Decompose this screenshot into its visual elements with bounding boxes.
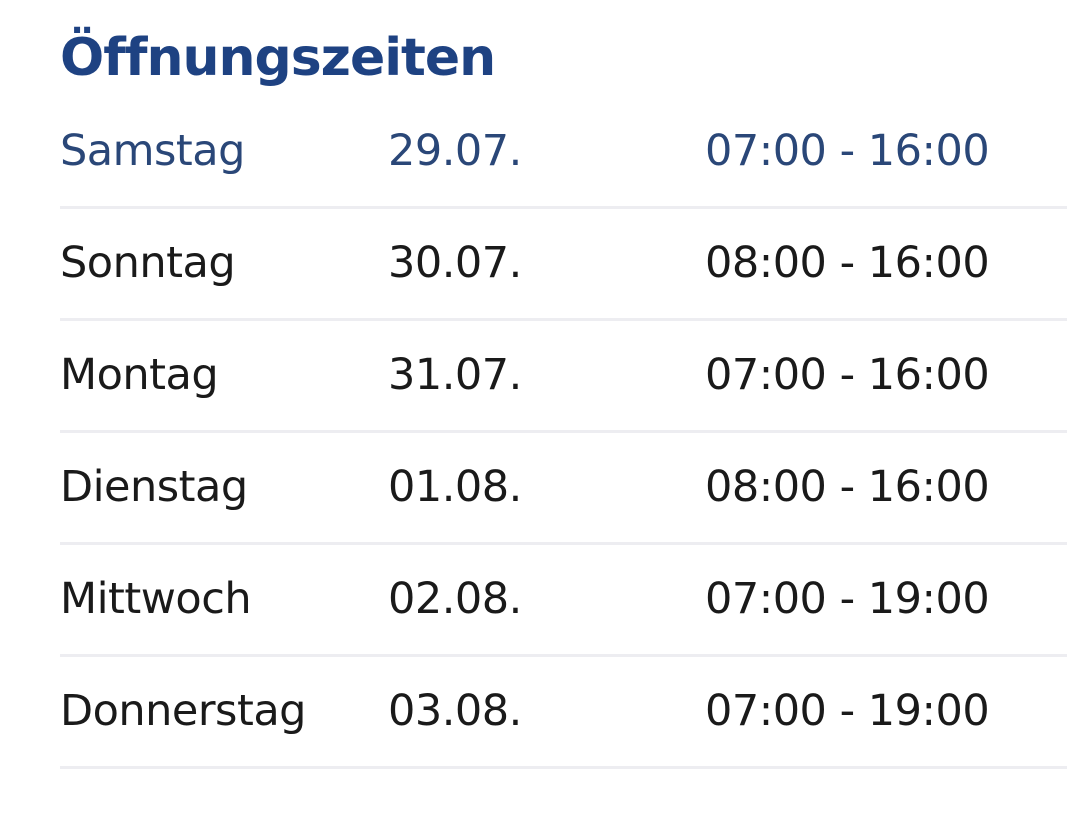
opening-hours-section: Öffnungszeiten Samstag 29.07. 07:00 - 16… [60, 28, 1067, 770]
date-value: 30.07. [388, 238, 522, 289]
day-label: Dienstag [60, 462, 248, 513]
day-label: Donnerstag [60, 686, 306, 737]
date-value: 01.08. [388, 462, 522, 513]
hours-value: 07:00 - 16:00 [705, 126, 990, 177]
day-label: Sonntag [60, 238, 236, 289]
hours-value: 08:00 - 16:00 [705, 462, 990, 513]
date-value: 02.08. [388, 574, 522, 625]
table-row: Mittwoch 02.08. 07:00 - 19:00 [60, 545, 1067, 658]
hours-value: 07:00 - 16:00 [705, 350, 990, 401]
page-title: Öffnungszeiten [60, 28, 496, 88]
table-row: Montag 31.07. 07:00 - 16:00 [60, 321, 1067, 434]
opening-hours-table: Samstag 29.07. 07:00 - 16:00 Sonntag 30.… [60, 97, 1067, 770]
hours-value: 07:00 - 19:00 [705, 686, 990, 737]
table-row: Sonntag 30.07. 08:00 - 16:00 [60, 209, 1067, 322]
day-label: Montag [60, 350, 219, 401]
date-value: 03.08. [388, 686, 522, 737]
day-label: Mittwoch [60, 574, 252, 625]
date-value: 31.07. [388, 350, 522, 401]
hours-value: 08:00 - 16:00 [705, 238, 990, 289]
date-value: 29.07. [388, 126, 522, 177]
table-row: Donnerstag 03.08. 07:00 - 19:00 [60, 657, 1067, 770]
hours-value: 07:00 - 19:00 [705, 574, 990, 625]
table-row: Dienstag 01.08. 08:00 - 16:00 [60, 433, 1067, 546]
table-row: Samstag 29.07. 07:00 - 16:00 [60, 97, 1067, 210]
day-label: Samstag [60, 126, 245, 177]
